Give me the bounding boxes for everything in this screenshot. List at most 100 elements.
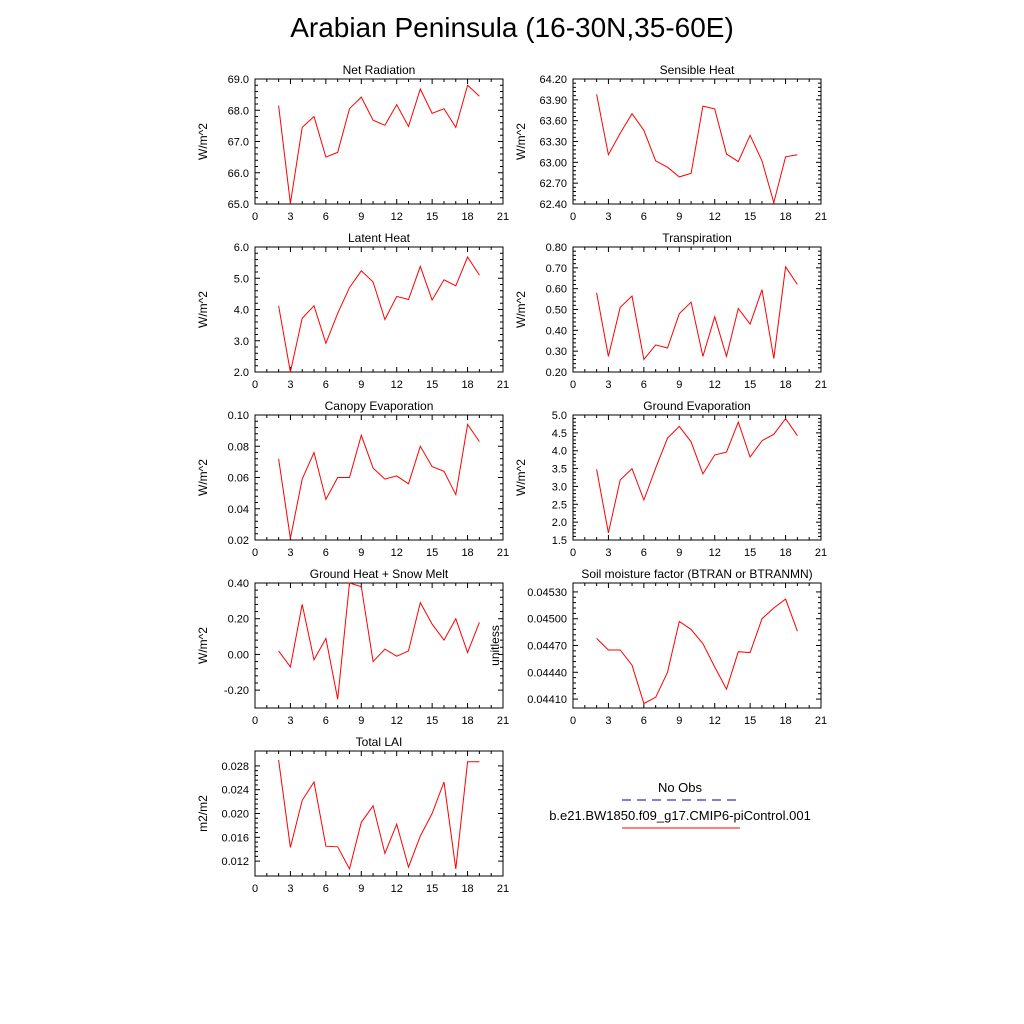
series-line bbox=[278, 582, 480, 700]
y-axis-label: W/m^2 bbox=[196, 291, 210, 328]
x-tick-label: 9 bbox=[676, 379, 682, 391]
panel-title: Ground Evaporation bbox=[643, 399, 750, 413]
series-line bbox=[278, 84, 480, 204]
y-tick-label: 0.04500 bbox=[527, 614, 567, 626]
x-tick-label: 12 bbox=[709, 547, 721, 559]
x-tick-label: 15 bbox=[744, 715, 756, 727]
x-tick-label: 18 bbox=[779, 211, 791, 223]
y-tick-label: 66.0 bbox=[228, 168, 249, 180]
x-tick-label: 21 bbox=[497, 715, 509, 727]
series-line bbox=[596, 265, 798, 361]
y-tick-label: 1.5 bbox=[552, 535, 567, 547]
x-tick-label: 21 bbox=[815, 211, 827, 223]
x-tick-label: 6 bbox=[641, 379, 647, 391]
plot-frame bbox=[254, 246, 504, 373]
y-tick-label: 64.20 bbox=[539, 74, 567, 86]
y-tick-label: 2.5 bbox=[552, 499, 567, 511]
y-tick-label: 67.0 bbox=[228, 137, 249, 149]
y-tick-label: 0.04410 bbox=[527, 694, 567, 706]
y-tick-label: 0.04470 bbox=[527, 641, 567, 653]
x-tick-label: 0 bbox=[570, 547, 576, 559]
series-line bbox=[596, 94, 798, 205]
y-tick-label: 4.0 bbox=[234, 305, 249, 317]
x-tick-label: 12 bbox=[391, 211, 403, 223]
x-tick-label: 15 bbox=[426, 379, 438, 391]
y-tick-label: 0.016 bbox=[221, 832, 249, 844]
legend-obs-label: No Obs bbox=[657, 780, 703, 795]
x-tick-label: 0 bbox=[570, 715, 576, 727]
y-tick-label: 0.02 bbox=[228, 535, 249, 547]
plot-frame bbox=[572, 414, 822, 541]
chart-panel: Transpiration W/m^2 0 3 6 9 12 15 18 21 0.20 0.30 0.… bbox=[514, 231, 827, 391]
plot-frame bbox=[254, 78, 504, 205]
panel-title: Net Radiation bbox=[343, 63, 416, 77]
legend-model-label: b.e21.BW1850.f09_g17.CMIP6-piControl.001 bbox=[549, 808, 811, 823]
panel-title: Total LAI bbox=[356, 735, 403, 749]
x-tick-label: 0 bbox=[570, 211, 576, 223]
x-tick-label: 6 bbox=[641, 211, 647, 223]
plot-frame bbox=[572, 246, 822, 373]
panel-title: Soil moisture factor (BTRAN or BTRANMN) bbox=[581, 567, 812, 581]
x-tick-label: 12 bbox=[391, 379, 403, 391]
x-tick-label: 12 bbox=[391, 547, 403, 559]
legend: No Obs b.e21.BW1850.f09_g17.CMIP6-piCont… bbox=[530, 778, 830, 838]
y-tick-label: 0.04 bbox=[228, 504, 249, 516]
chart-panel: Ground Evaporation W/m^2 0 3 6 9 12 15 18 21 1.5 2.… bbox=[514, 399, 827, 559]
x-tick-label: 12 bbox=[391, 715, 403, 727]
y-tick-label: 4.0 bbox=[552, 446, 567, 458]
y-tick-label: 0.70 bbox=[546, 263, 567, 275]
y-tick-label: 3.0 bbox=[552, 481, 567, 493]
y-tick-label: 63.30 bbox=[539, 137, 567, 149]
series-line bbox=[596, 598, 798, 705]
x-tick-label: 9 bbox=[358, 547, 364, 559]
panel-title: Canopy Evaporation bbox=[325, 399, 434, 413]
y-tick-label: 0.20 bbox=[546, 367, 567, 379]
chart-panel: Sensible Heat W/m^2 0 3 6 9 12 15 18 21 62.40 62.70… bbox=[514, 63, 827, 223]
y-tick-label: 0.00 bbox=[228, 649, 249, 661]
x-tick-label: 12 bbox=[709, 379, 721, 391]
x-tick-label: 6 bbox=[323, 379, 329, 391]
x-tick-label: 18 bbox=[779, 547, 791, 559]
x-tick-label: 0 bbox=[252, 211, 258, 223]
y-tick-label: 5.0 bbox=[552, 410, 567, 422]
x-tick-label: 18 bbox=[779, 715, 791, 727]
series-line bbox=[278, 255, 480, 373]
series-line bbox=[596, 417, 798, 534]
x-tick-label: 9 bbox=[358, 883, 364, 895]
y-tick-label: 2.0 bbox=[234, 367, 249, 379]
y-axis-label: W/m^2 bbox=[514, 291, 528, 328]
chart-panel: Total LAI m2/m2 0 3 6 9 12 15 18 21 0.012 0.016 0.02… bbox=[196, 735, 509, 895]
legend-model-line bbox=[622, 827, 740, 829]
x-tick-label: 18 bbox=[461, 211, 473, 223]
y-tick-label: 0.024 bbox=[221, 785, 249, 797]
x-tick-label: 15 bbox=[744, 379, 756, 391]
y-tick-label: 69.0 bbox=[228, 74, 249, 86]
y-tick-label: 65.0 bbox=[228, 199, 249, 211]
x-tick-label: 15 bbox=[426, 211, 438, 223]
y-tick-label: 0.028 bbox=[221, 761, 249, 773]
y-tick-label: 0.020 bbox=[221, 809, 249, 821]
x-tick-label: 15 bbox=[426, 883, 438, 895]
x-tick-label: 9 bbox=[676, 547, 682, 559]
x-tick-label: 6 bbox=[641, 715, 647, 727]
x-tick-label: 15 bbox=[744, 547, 756, 559]
x-tick-label: 12 bbox=[709, 211, 721, 223]
x-tick-label: 3 bbox=[605, 547, 611, 559]
y-tick-label: 5.0 bbox=[234, 273, 249, 285]
chart-panel: Net Radiation W/m^2 0 3 6 9 12 15 18 21 65.0 66.0 67… bbox=[196, 63, 509, 223]
x-tick-label: 3 bbox=[287, 379, 293, 391]
series-line bbox=[278, 423, 480, 539]
panel-title: Ground Heat + Snow Melt bbox=[310, 567, 449, 581]
x-tick-label: 18 bbox=[461, 883, 473, 895]
x-tick-label: 0 bbox=[252, 547, 258, 559]
y-tick-label: 63.00 bbox=[539, 157, 567, 169]
x-tick-label: 18 bbox=[461, 715, 473, 727]
y-tick-label: 0.04440 bbox=[527, 667, 567, 679]
y-tick-label: 0.10 bbox=[228, 410, 249, 422]
y-tick-label: 3.5 bbox=[552, 464, 567, 476]
x-tick-label: 9 bbox=[358, 715, 364, 727]
x-tick-label: 21 bbox=[815, 715, 827, 727]
x-tick-label: 3 bbox=[287, 211, 293, 223]
x-tick-label: 6 bbox=[323, 547, 329, 559]
x-tick-label: 21 bbox=[497, 547, 509, 559]
